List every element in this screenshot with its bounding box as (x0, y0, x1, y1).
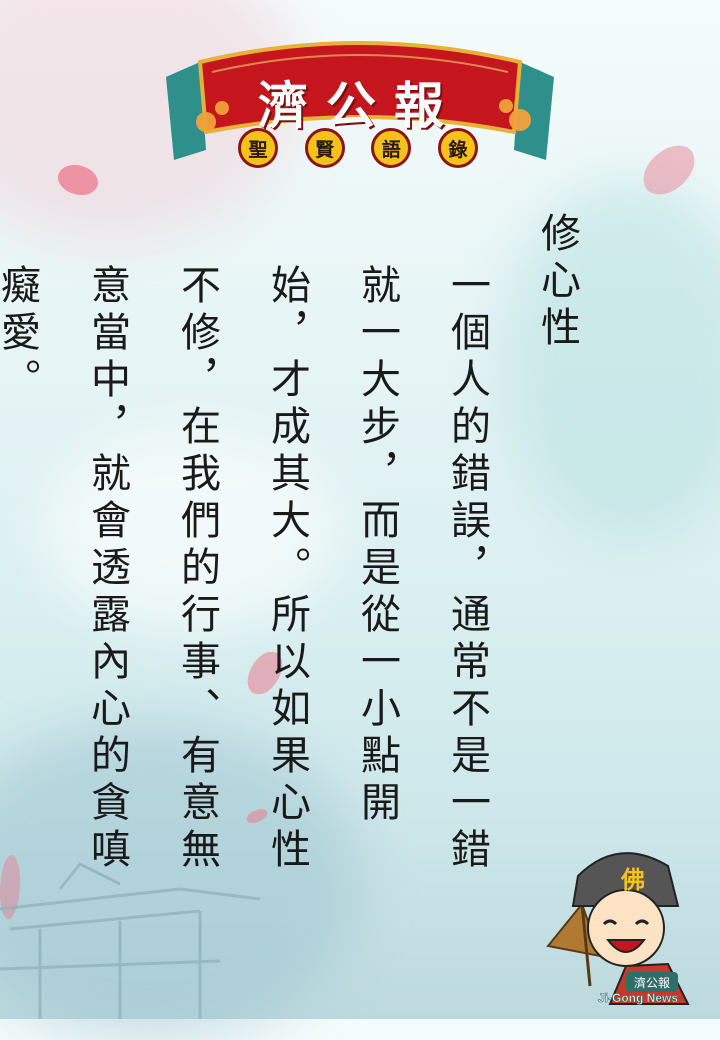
banner-ribbon (166, 41, 554, 160)
jigong-mascot-logo: 濟公報 佛 Ji-Gong News (546, 852, 690, 1005)
banner-title: 濟公報 (258, 76, 462, 135)
logo-badge-text: 濟公報 (634, 975, 670, 990)
quote-text: 修心性 一個人的錯誤，通常不是一錯就一大步，而是從一小點開始，才成其大。所以如果… (0, 212, 602, 912)
petal-decoration (0, 855, 20, 919)
badge-words: 語 (371, 128, 412, 168)
quote-title: 修心性 (534, 212, 580, 353)
header-banner: 濟公報 聖 賢 語 錄 (160, 22, 560, 172)
hat-character: 佛 (620, 865, 645, 894)
logo-caption: Ji-Gong News (598, 991, 678, 1005)
flower-icon (196, 99, 531, 132)
blue-wash (0, 720, 360, 1040)
face-icon (587, 889, 665, 967)
badge-sage: 聖 (238, 128, 278, 168)
quote-body: 一個人的錯誤，通常不是一錯就一大步，而是從一小點開始，才成其大。所以如果心性不修… (0, 264, 490, 875)
white-mist (40, 430, 340, 630)
hat-icon (571, 852, 680, 907)
pavilion-illustration (0, 862, 261, 1019)
logo-badge (626, 972, 678, 992)
badge-virtue: 賢 (304, 128, 345, 168)
teal-wash (500, 180, 720, 540)
banner-badges: 聖 賢 語 錄 (238, 128, 478, 168)
badge-record: 錄 (437, 128, 478, 168)
